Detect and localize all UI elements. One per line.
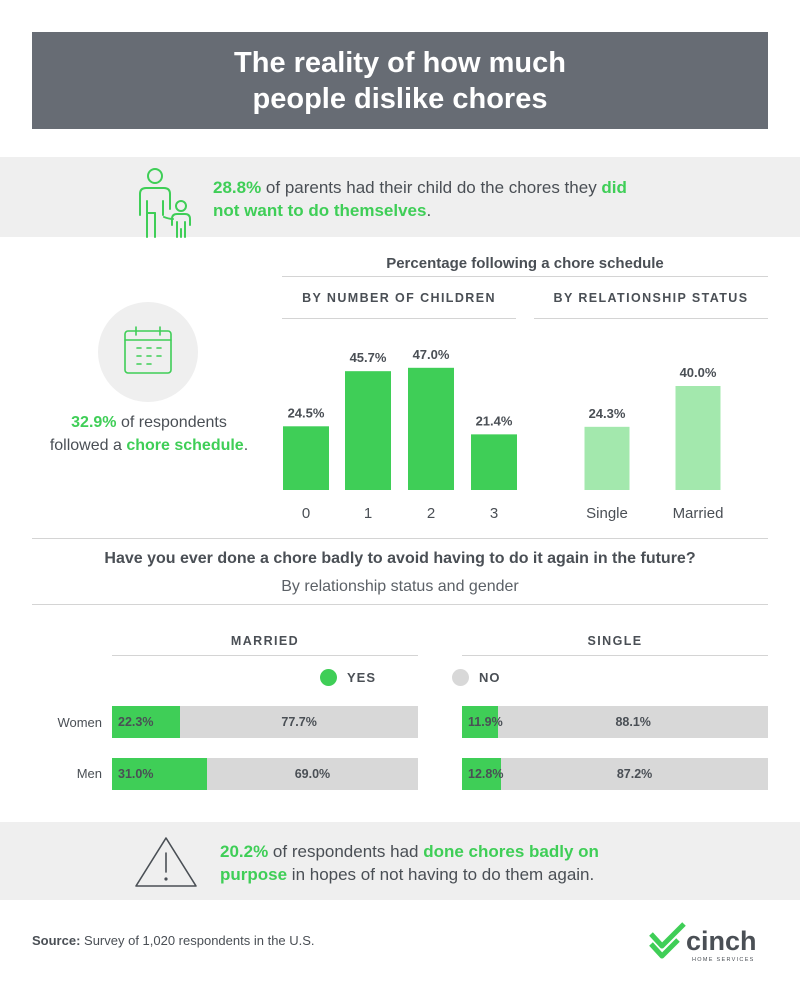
no-segment: 87.2% <box>616 767 653 781</box>
no-segment: 88.1% <box>615 715 651 729</box>
row-label-men: Men <box>76 766 102 781</box>
divider <box>282 276 768 277</box>
parent-child-icon <box>139 168 191 238</box>
logo-name: cinch <box>686 926 757 956</box>
bar-value-label: 21.4% <box>476 413 513 428</box>
married-women-bar: 22.3% 77.7% <box>112 706 418 738</box>
warning-triangle-icon <box>135 837 197 887</box>
bar-children-3 <box>471 434 517 490</box>
bad-chore-question: Have you ever done a chore badly to avoi… <box>104 550 696 567</box>
bar-relationship-1 <box>675 386 721 490</box>
yes-segment: 11.9% <box>462 706 503 738</box>
bar-category-label: 1 <box>364 505 372 522</box>
bar-value-label: 24.3% <box>589 406 626 421</box>
yes-segment: 31.0% <box>112 758 207 790</box>
title-banner: The reality of how much people dislike c… <box>32 32 768 129</box>
bar-value-label: 47.0% <box>413 347 450 362</box>
calendar-icon <box>124 326 172 374</box>
divider <box>534 318 768 319</box>
cinch-logo-icon: cinch HOME SERVICES <box>649 922 757 963</box>
bar-relationship-0 <box>584 426 630 490</box>
bar-children-1 <box>345 371 391 490</box>
bar-category-label: Married <box>673 505 724 522</box>
schedule-stat-text: 32.9% of respondents followed a chore sc… <box>49 414 249 454</box>
married-men-bar: 31.0% 69.0% <box>112 758 418 790</box>
bad-chore-subtitle: By relationship status and gender <box>281 578 519 595</box>
legend-no: NO <box>452 669 501 686</box>
single-panel-title: SINGLE <box>587 634 643 648</box>
legend-no-swatch <box>452 669 469 686</box>
bar-category-label: 3 <box>490 505 498 522</box>
legend-yes-swatch <box>320 669 337 686</box>
bar-category-label: 0 <box>302 505 310 522</box>
relationship-subtitle: BY RELATIONSHIP STATUS <box>553 291 749 305</box>
single-women-bar: 11.9% 88.1% <box>462 706 768 738</box>
yes-segment: 12.8% <box>462 758 503 790</box>
divider <box>32 538 768 539</box>
parents-band <box>0 157 800 237</box>
married-panel-title: MARRIED <box>230 634 300 648</box>
bar-value-label: 24.5% <box>288 405 325 420</box>
page-title: The reality of how much people dislike c… <box>234 46 566 115</box>
bar-children-2 <box>408 367 454 490</box>
source-note: Source: Survey of 1,020 respondents in t… <box>32 933 315 948</box>
parents-stat-text: 28.8% of parents had their child do the … <box>213 178 627 220</box>
bar-children-0 <box>283 426 329 490</box>
single-men-bar: 12.8% 87.2% <box>462 758 768 790</box>
divider <box>32 604 768 605</box>
bar-value-label: 45.7% <box>350 350 387 365</box>
divider <box>462 655 768 656</box>
bar-category-label: 2 <box>427 505 435 522</box>
chore-schedule-bar-chart: 24.5% 0 45.7% 1 47.0% 2 21.4% 3 24.3% Single 40.0%… <box>283 347 724 522</box>
warning-band <box>0 822 800 900</box>
divider <box>112 655 418 656</box>
yes-segment: 22.3% <box>112 706 181 738</box>
schedule-chart-title: Percentage following a chore schedule <box>386 255 664 272</box>
warning-stat-text: 20.2% of respondents had done chores bad… <box>220 842 599 884</box>
bar-category-label: Single <box>586 505 628 522</box>
divider <box>282 318 516 319</box>
calendar-circle <box>98 302 198 402</box>
no-segment: 77.7% <box>281 715 317 729</box>
bar-value-label: 40.0% <box>680 365 717 380</box>
legend-yes: YES <box>320 669 376 686</box>
children-subtitle: BY NUMBER OF CHILDREN <box>302 291 496 305</box>
no-segment: 69.0% <box>294 767 331 781</box>
logo-tagline: HOME SERVICES <box>692 957 755 963</box>
row-label-women: Women <box>57 715 102 730</box>
